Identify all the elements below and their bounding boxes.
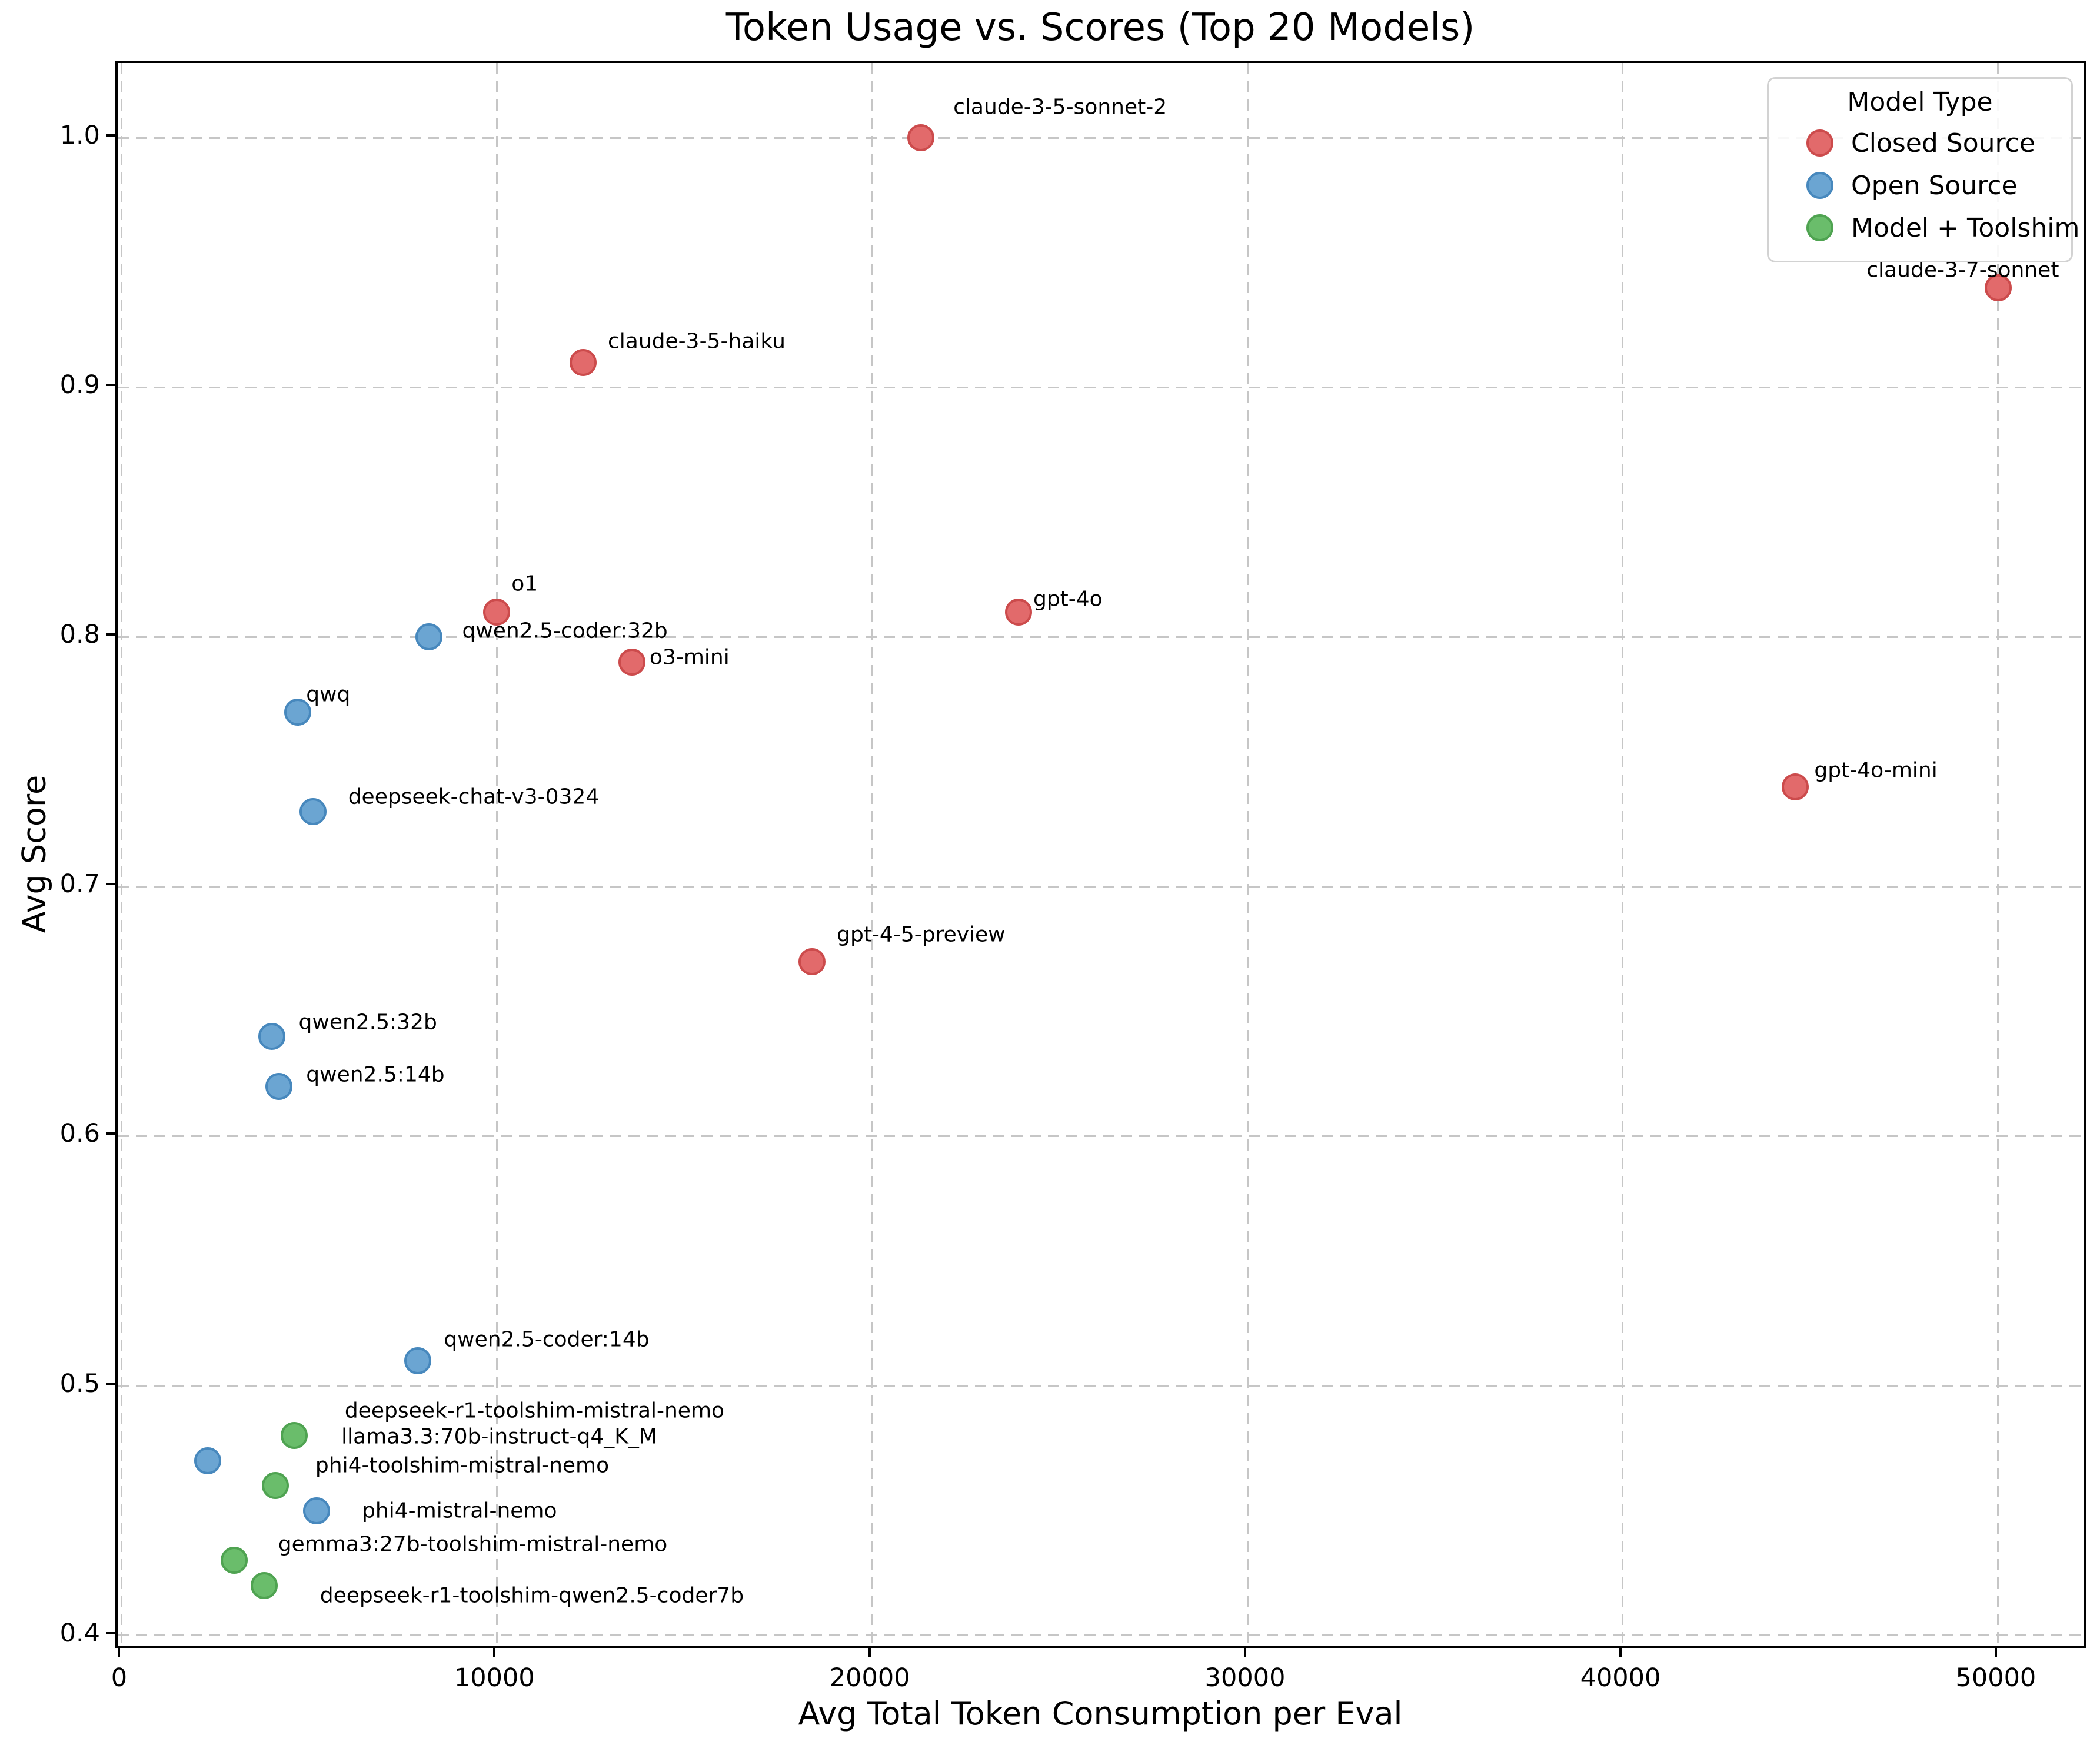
legend-entry-label: Open Source xyxy=(1851,170,2018,201)
y-gridline-0.6 xyxy=(118,1135,2084,1137)
model-toolshim-marker-icon xyxy=(1806,214,1833,241)
y-tick-label: 0.8 xyxy=(59,620,100,650)
chart-title: Token Usage vs. Scores (Top 20 Models) xyxy=(725,6,1475,49)
y-tick-label: 1.0 xyxy=(59,121,100,151)
legend-entry-label: Model + Toolshim xyxy=(1851,212,2080,243)
x-gridline-20000 xyxy=(871,63,873,1646)
data-point-claude-3-5-sonnet-2 xyxy=(907,124,935,152)
y-tick-label: 0.4 xyxy=(59,1618,100,1648)
point-label-o1: o1 xyxy=(511,571,538,596)
point-label-qwen2.5:14b: qwen2.5:14b xyxy=(306,1062,445,1087)
x-axis-label: Avg Total Token Consumption per Eval xyxy=(798,1695,1403,1732)
data-point-o1 xyxy=(483,598,511,626)
x-gridline-40000 xyxy=(1622,63,1624,1646)
point-label-phi4-mistral-nemo: phi4-mistral-nemo xyxy=(362,1498,557,1523)
x-gridline-30000 xyxy=(1246,63,1249,1646)
data-point-llama3.3:70b-instruct-q4_K_M xyxy=(194,1447,222,1474)
y-gridline-0.8 xyxy=(118,636,2084,638)
data-point-qwen2.5:32b xyxy=(258,1022,285,1050)
legend-entry-open-source: Open Source xyxy=(1769,164,2071,207)
point-label-gpt-4o: gpt-4o xyxy=(1033,587,1103,612)
y-axis-label: Avg Score xyxy=(15,775,53,933)
legend-entry-label: Closed Source xyxy=(1851,128,2035,158)
y-tick-mark xyxy=(106,883,115,886)
y-tick-mark xyxy=(106,1132,115,1135)
x-gridline-0 xyxy=(120,63,122,1646)
data-point-qwen2.5-coder:14b xyxy=(404,1347,432,1375)
y-gridline-0.4 xyxy=(118,1634,2084,1637)
y-tick-mark xyxy=(106,384,115,387)
legend: Model Type Closed Source Open Source Mod… xyxy=(1767,77,2079,262)
x-tick-mark xyxy=(868,1648,871,1657)
x-gridline-50000 xyxy=(1997,63,1999,1646)
data-point-claude-3-7-sonnet xyxy=(1984,274,2012,301)
data-point-qwq xyxy=(284,698,312,726)
x-tick-label: 50000 xyxy=(1955,1663,2036,1693)
x-tick-label: 0 xyxy=(111,1663,128,1693)
data-point-phi4-mistral-nemo xyxy=(303,1497,331,1524)
point-label-qwen2.5-coder:32b: qwen2.5-coder:32b xyxy=(462,619,668,643)
legend-title: Model Type xyxy=(1847,87,1993,117)
y-tick-mark xyxy=(106,1631,115,1634)
x-tick-mark xyxy=(1619,1648,1622,1657)
data-point-deepseek-chat-v3-0324 xyxy=(299,798,327,826)
data-point-gpt-4-5-preview xyxy=(798,948,826,975)
legend-entry-closed-source: Closed Source xyxy=(1769,122,2071,164)
point-label-qwq: qwq xyxy=(306,682,351,707)
closed-source-marker-icon xyxy=(1806,129,1833,157)
point-label-gemma3:27b-toolshim-mistral-nemo: gemma3:27b-toolshim-mistral-nemo xyxy=(278,1532,668,1557)
x-tick-mark xyxy=(118,1648,121,1657)
y-tick-label: 0.5 xyxy=(59,1368,100,1398)
point-label-claude-3-5-sonnet-2: claude-3-5-sonnet-2 xyxy=(953,95,1167,119)
x-tick-mark xyxy=(1994,1648,1997,1657)
point-label-deepseek-r1-toolshim-qwen2.5-coder7b: deepseek-r1-toolshim-qwen2.5-coder7b xyxy=(320,1583,744,1608)
x-tick-mark xyxy=(1244,1648,1247,1657)
x-tick-label: 40000 xyxy=(1580,1663,1661,1693)
y-gridline-0.5 xyxy=(118,1385,2084,1387)
point-label-deepseek-chat-v3-0324: deepseek-chat-v3-0324 xyxy=(348,785,600,809)
y-gridline-0.7 xyxy=(118,885,2084,888)
point-label-claude-3-5-haiku: claude-3-5-haiku xyxy=(608,329,786,354)
y-tick-label: 0.9 xyxy=(59,370,100,400)
x-tick-label: 20000 xyxy=(829,1663,910,1693)
data-point-qwen2.5:14b xyxy=(265,1072,293,1100)
plot-area: Model Type Closed Source Open Source Mod… xyxy=(115,61,2086,1648)
point-label-phi4-toolshim-mistral-nemo: phi4-toolshim-mistral-nemo xyxy=(315,1453,610,1478)
y-tick-label: 0.6 xyxy=(59,1119,100,1149)
data-point-gpt-4o xyxy=(1004,598,1032,626)
point-label-deepseek-r1-toolshim-mistral-nemo: deepseek-r1-toolshim-mistral-nemo xyxy=(344,1398,725,1423)
data-point-o3-mini xyxy=(618,648,645,676)
data-point-deepseek-r1-toolshim-mistral-nemo xyxy=(280,1422,308,1450)
data-point-gemma3:27b-toolshim-mistral-nemo xyxy=(220,1547,248,1574)
data-point-gpt-4o-mini xyxy=(1782,773,1809,800)
y-gridline-1 xyxy=(118,137,2084,139)
x-gridline-10000 xyxy=(495,63,498,1646)
legend-entry-model-toolshim: Model + Toolshim xyxy=(1769,207,2079,249)
y-tick-label: 0.7 xyxy=(59,869,100,899)
data-point-qwen2.5-coder:32b xyxy=(415,623,443,651)
point-label-gpt-4-5-preview: gpt-4-5-preview xyxy=(837,922,1006,947)
data-point-deepseek-r1-toolshim-qwen2.5-coder7b xyxy=(250,1571,278,1599)
y-tick-mark xyxy=(106,1382,115,1385)
x-tick-label: 10000 xyxy=(454,1663,535,1693)
y-gridline-0.9 xyxy=(118,386,2084,388)
data-point-phi4-toolshim-mistral-nemo xyxy=(261,1472,289,1500)
point-label-o3-mini: o3-mini xyxy=(649,645,730,670)
point-label-gpt-4o-mini: gpt-4o-mini xyxy=(1814,758,1938,783)
x-tick-label: 30000 xyxy=(1204,1663,1286,1693)
y-tick-mark xyxy=(106,134,115,137)
y-tick-mark xyxy=(106,633,115,636)
x-tick-mark xyxy=(493,1648,496,1657)
open-source-marker-icon xyxy=(1806,172,1833,199)
data-point-claude-3-5-haiku xyxy=(570,348,597,376)
point-label-llama3.3:70b-instruct-q4_K_M: llama3.3:70b-instruct-q4_K_M xyxy=(341,1424,657,1449)
point-label-qwen2.5-coder:14b: qwen2.5-coder:14b xyxy=(444,1327,650,1352)
point-label-qwen2.5:32b: qwen2.5:32b xyxy=(298,1010,437,1035)
